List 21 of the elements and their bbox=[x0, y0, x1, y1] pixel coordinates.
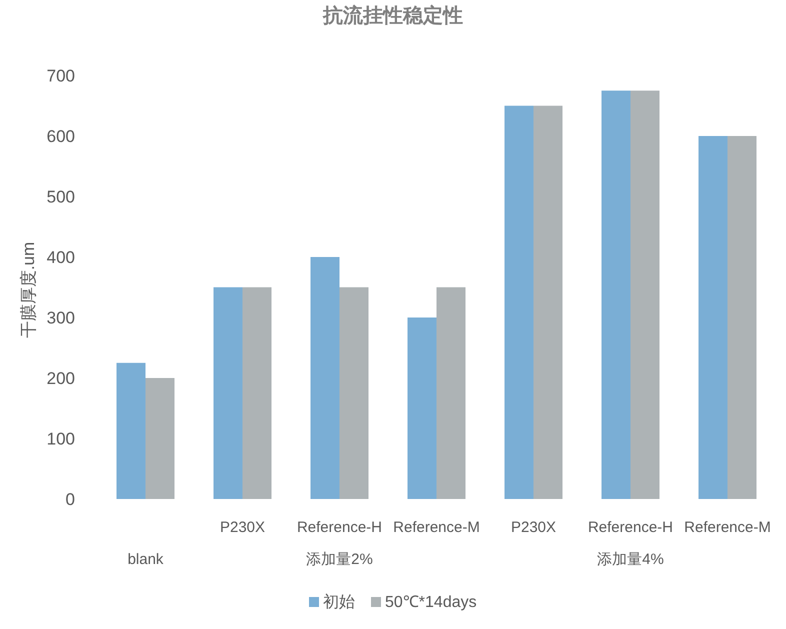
ytick: 700 bbox=[46, 66, 75, 86]
annotation: blank bbox=[128, 551, 164, 568]
annotation: 添加量2% bbox=[306, 551, 373, 568]
legend-label: 初始 bbox=[323, 594, 355, 611]
title: 抗流挂性稳定性 bbox=[323, 5, 463, 27]
ytick: 600 bbox=[46, 127, 75, 146]
xtick: P230X bbox=[510, 519, 556, 536]
xtick: Reference-M bbox=[393, 519, 480, 536]
ytick: 0 bbox=[66, 490, 75, 509]
xtick: Reference-H bbox=[588, 519, 674, 536]
ytick: 100 bbox=[46, 430, 75, 448]
ytick: 500 bbox=[46, 188, 75, 206]
annotation: 添加量4% bbox=[597, 551, 664, 568]
ytick: 200 bbox=[46, 369, 75, 388]
ytick: 400 bbox=[46, 248, 75, 267]
xtick: Reference-H bbox=[296, 519, 382, 536]
xtick: Reference-M bbox=[684, 519, 771, 536]
ytick: 300 bbox=[46, 308, 75, 328]
ylabel: 干膜厚度.um bbox=[19, 242, 38, 338]
legend-label: 50℃*14days bbox=[385, 594, 477, 611]
xtick: P230X bbox=[220, 519, 266, 536]
